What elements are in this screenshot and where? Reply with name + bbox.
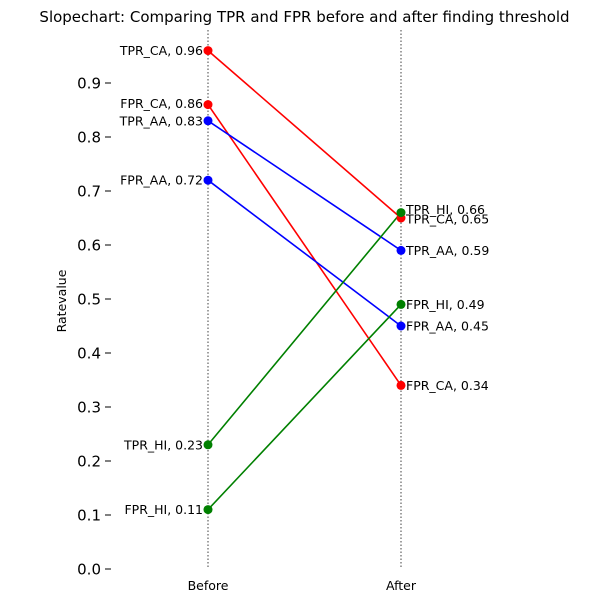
points-layer [203,46,406,515]
point-fpr-ca-before [203,100,213,110]
point-label-tpr-aa-before: TPR_AA, 0.83 [119,113,203,128]
axes-layer: Before After 0.0 0.1 0.2 0.3 0.4 0.5 0.6 0.7 0.8 0.… [77,30,417,593]
x-tick-label: Before [188,578,229,593]
point-label-fpr-ca-after: FPR_CA, 0.34 [406,378,489,393]
series-line-tpr-aa [207,120,402,252]
series-line-fpr-ca [207,104,402,386]
y-tick-label: 0.4 [77,345,101,363]
series-line-fpr-hi [207,303,402,511]
point-label-tpr-ca-after: TPR_CA, 0.65 [405,212,489,227]
series-line-tpr-ca [207,49,402,219]
y-tick-label: 0.9 [77,75,101,93]
point-label-fpr-hi-after: FPR_HI, 0.49 [406,297,485,312]
chart-title: Slopechart: Comparing TPR and FPR before… [39,8,569,26]
point-tpr-hi-after [396,208,406,218]
y-tick-label: 0.2 [77,453,101,471]
point-label-fpr-ca-before: FPR_CA, 0.86 [120,96,203,111]
point-tpr-hi-before [203,440,213,450]
y-tick-label: 0.7 [77,183,101,201]
point-label-tpr-hi-after: TPR_HI, 0.66 [405,202,485,217]
y-tick-label: 0.6 [77,237,101,255]
y-tick-label: 0.1 [77,507,101,525]
series-line-fpr-aa [207,179,402,327]
point-label-tpr-ca-before: TPR_CA, 0.96 [119,43,203,58]
y-tick-label: 0.8 [77,129,101,147]
x-tick-label: After [386,578,417,593]
point-label-fpr-aa-after: FPR_AA, 0.45 [406,319,489,334]
point-label-fpr-aa-before: FPR_AA, 0.72 [120,173,203,188]
y-tick-label: 0.5 [77,291,101,309]
y-tick-label: 0.0 [77,561,101,579]
labels-layer: TPR_CA, 0.96 TPR_CA, 0.65 FPR_CA, 0.86 FPR_… [119,43,490,517]
point-label-fpr-hi-before: FPR_HI, 0.11 [124,502,203,517]
y-tick-label: 0.3 [77,399,101,417]
point-label-tpr-aa-after: TPR_AA, 0.59 [405,243,489,258]
point-fpr-ca-after [396,380,406,390]
point-fpr-aa-after [396,321,406,331]
point-fpr-hi-after [396,299,406,309]
series-line-tpr-hi [207,212,402,446]
lines-layer [207,49,402,511]
point-tpr-aa-after [396,245,406,255]
point-tpr-ca-before [203,46,213,56]
point-tpr-aa-before [203,116,213,126]
point-fpr-aa-before [203,175,213,185]
y-axis-label: Ratevalue [54,269,69,332]
point-fpr-hi-before [203,505,213,515]
point-label-tpr-hi-before: TPR_HI, 0.23 [123,437,203,452]
